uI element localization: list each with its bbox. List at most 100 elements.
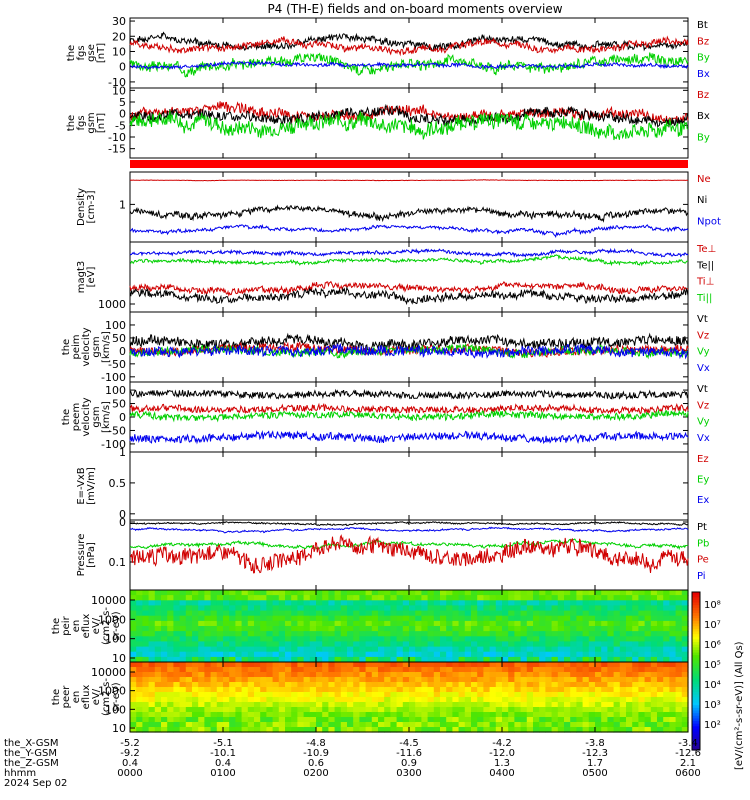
heat-cell [241, 620, 249, 627]
heat-cell [254, 651, 261, 658]
heat-cell [130, 722, 137, 728]
colorbar-swatch [692, 731, 700, 735]
series-line-Pe [129, 538, 689, 551]
heat-cell [198, 615, 205, 622]
heat-cell [409, 631, 416, 637]
heat-cell [167, 656, 174, 663]
heat-cell [353, 672, 360, 678]
colorbar-swatch [692, 715, 700, 719]
heat-cell [353, 646, 360, 653]
heat-cell [340, 667, 348, 673]
heat-cell [130, 610, 137, 617]
heat-cell [365, 682, 373, 688]
heat-cell [316, 646, 323, 653]
heat-cell [173, 722, 181, 728]
heat-cell [464, 595, 472, 601]
heat-cell [638, 682, 646, 688]
heat-cell [210, 722, 218, 728]
heat-cell [632, 712, 639, 718]
heat-cell [508, 727, 515, 733]
heat-cell [539, 595, 546, 601]
heat-cell [576, 590, 584, 596]
heat-cell [650, 677, 658, 683]
heat-cell [619, 707, 627, 713]
heat-cell [210, 615, 218, 622]
heat-cell [235, 712, 243, 718]
heat-cell [359, 722, 367, 728]
heat-cell [514, 646, 522, 653]
heat-cell [384, 605, 391, 612]
heat-cell [650, 605, 658, 612]
heat-cell [216, 707, 224, 713]
heat-cell [489, 620, 497, 627]
heat-cell [161, 662, 168, 668]
heat-cell [613, 631, 621, 637]
heat-cell [471, 656, 478, 663]
heat-cell [458, 626, 466, 632]
heat-cell [626, 656, 633, 663]
heat-cell [154, 656, 162, 663]
heat-cell [297, 727, 305, 733]
heat-cell [644, 605, 652, 612]
heat-cell [223, 717, 230, 723]
xaxis-value: 0400 [489, 768, 514, 779]
legend-entry: Vx [697, 363, 710, 374]
heat-cell [192, 662, 199, 668]
colorbar-swatch [692, 663, 700, 667]
heat-cell [402, 646, 410, 653]
heat-cell [440, 727, 447, 733]
heat-cell [278, 615, 286, 622]
heat-cell [278, 646, 286, 653]
heat-cell [483, 641, 491, 648]
heat-cell [340, 641, 348, 648]
heat-cell [216, 692, 224, 698]
heat-cell [247, 620, 255, 627]
heat-cell [223, 620, 230, 627]
heat-cell [136, 707, 143, 713]
heat-cell [198, 672, 205, 678]
heat-cell [489, 712, 497, 718]
heat-cell [198, 727, 205, 733]
heat-cell [223, 636, 230, 642]
heat-cell [533, 641, 540, 648]
heat-cell [378, 600, 385, 606]
heat-cell [601, 595, 608, 601]
series-line-Vx [130, 342, 689, 360]
heat-cell [409, 717, 416, 723]
heat-cell [508, 631, 515, 637]
heat-cell [452, 626, 460, 632]
colorbar-swatch [692, 699, 700, 704]
heat-cell [458, 672, 466, 678]
heat-cell [130, 646, 137, 653]
heat-cell [235, 687, 243, 693]
heat-cell [421, 590, 429, 596]
heat-cell [396, 687, 404, 693]
heat-cell [402, 717, 410, 723]
heat-cell [384, 667, 391, 673]
heat-cell [340, 682, 348, 688]
heat-cell [353, 662, 360, 668]
heat-cell [185, 641, 193, 648]
heat-cell [371, 600, 379, 606]
heat-cell [291, 646, 298, 653]
heat-cell [607, 717, 615, 723]
heat-cell [297, 620, 305, 627]
heat-cell [582, 682, 590, 688]
colorbar-swatch [692, 642, 700, 646]
heat-cell [675, 656, 683, 663]
heat-cell [229, 626, 236, 632]
heat-cell [291, 672, 298, 678]
heat-cell [495, 646, 503, 653]
heat-cell [309, 636, 317, 642]
heat-cell [179, 692, 187, 698]
ylabel-line: peim [71, 334, 82, 359]
heat-cell [179, 605, 187, 612]
heat-cell [557, 722, 565, 728]
heat-cell [278, 641, 286, 648]
heat-cell [464, 677, 472, 683]
heat-cell [136, 605, 143, 612]
heat-cell [136, 626, 143, 632]
heat-cell [483, 595, 491, 601]
heat-cell [632, 672, 639, 678]
heat-cell [384, 615, 391, 622]
